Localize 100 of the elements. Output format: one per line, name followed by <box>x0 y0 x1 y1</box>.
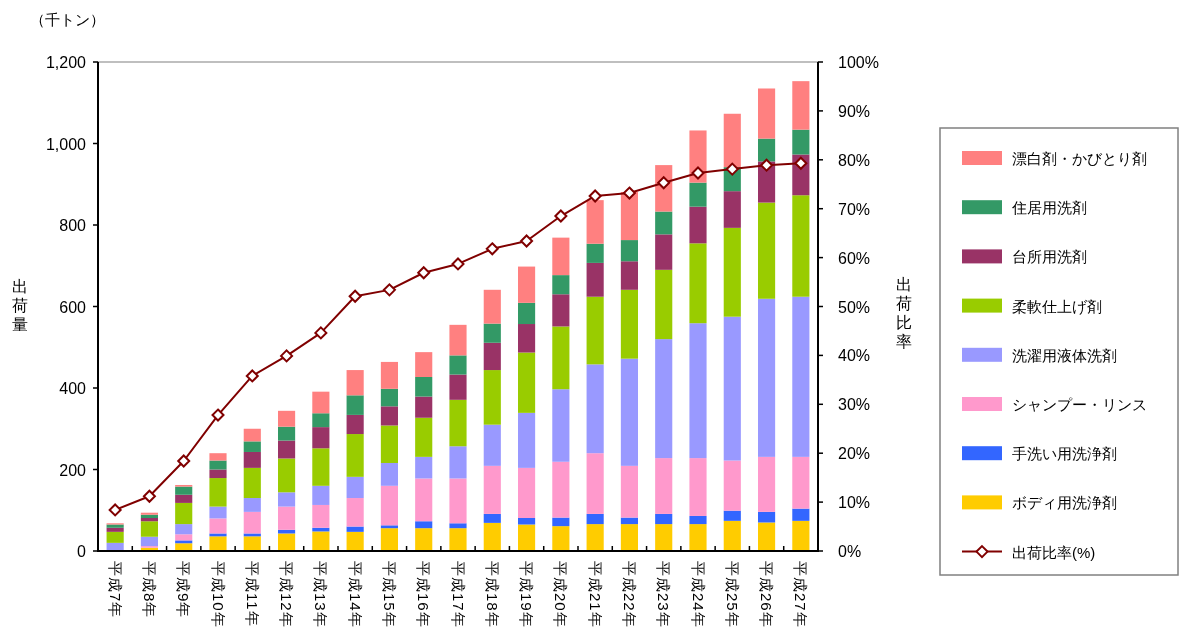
point <box>554 209 568 223</box>
x-tick-label: 平成18年 <box>483 561 501 628</box>
bar <box>312 427 330 449</box>
bar <box>552 275 570 295</box>
point <box>177 454 191 468</box>
bar <box>312 531 330 551</box>
bar <box>175 494 193 503</box>
bar <box>175 502 193 525</box>
point <box>108 503 122 517</box>
bar <box>792 296 810 457</box>
bar <box>140 517 158 522</box>
bar <box>723 510 741 521</box>
y2-axis-title: 出荷比率 <box>896 275 912 350</box>
text: （千トン） <box>30 11 105 28</box>
bar <box>689 182 707 207</box>
bar <box>449 446 467 479</box>
point <box>245 369 259 383</box>
bar <box>723 316 741 461</box>
bar <box>655 211 673 235</box>
bar <box>758 511 776 523</box>
legend-label: シャンプー・リンス <box>1012 396 1147 413</box>
bar <box>346 414 364 435</box>
bar <box>243 428 261 442</box>
point <box>382 283 396 297</box>
y-tick-label: 400 <box>59 380 87 397</box>
x-tick-label: 平成17年 <box>449 561 467 628</box>
y-tick-label: 0 <box>77 543 87 560</box>
bar <box>689 243 707 324</box>
bar <box>483 323 501 343</box>
bar <box>655 234 673 270</box>
bar <box>209 460 227 470</box>
bar <box>380 406 398 426</box>
bar <box>380 462 398 486</box>
y-tick-label: 1,200 <box>45 54 87 71</box>
legend-label: 柔軟仕上げ剤 <box>1012 297 1102 315</box>
bar <box>380 425 398 463</box>
bar <box>278 533 296 551</box>
bar <box>518 352 536 413</box>
bar <box>586 243 604 263</box>
bar <box>552 526 570 551</box>
point <box>280 349 294 363</box>
bar <box>552 326 570 390</box>
bar <box>312 391 330 414</box>
bar <box>278 410 296 427</box>
bar <box>312 413 330 428</box>
bar <box>758 138 776 162</box>
x-tick-label: 平成7年 <box>106 561 124 619</box>
bar <box>175 486 193 495</box>
bar <box>792 129 810 155</box>
bar <box>655 524 673 551</box>
y2-tick-label: 0% <box>838 543 862 560</box>
x-tick-label: 平成27年 <box>792 561 810 628</box>
bar <box>655 269 673 340</box>
y2-tick-label: 50% <box>838 298 871 316</box>
bar <box>449 523 467 529</box>
bar <box>758 202 776 299</box>
bar <box>346 526 364 532</box>
bar <box>586 262 604 297</box>
bar <box>758 88 776 139</box>
bar <box>792 520 810 551</box>
bar <box>620 191 638 241</box>
bar <box>586 200 604 244</box>
legend-label: ボディ用洗浄剤 <box>1012 494 1117 512</box>
bar <box>346 395 364 415</box>
bar <box>552 389 570 462</box>
point <box>725 162 739 176</box>
y2-tick-label: 80% <box>838 151 871 169</box>
legend-label: 住居用洗剤 <box>1011 199 1087 217</box>
bar <box>655 458 673 514</box>
bar <box>483 465 501 514</box>
bar <box>449 324 467 356</box>
y-tick-label: 1,000 <box>45 135 87 153</box>
bar <box>586 513 604 525</box>
point <box>348 289 362 303</box>
x-tick-label: 平成19年 <box>518 561 536 628</box>
bar <box>278 492 296 507</box>
bar <box>723 460 741 511</box>
bar <box>758 456 776 512</box>
bar <box>209 469 227 479</box>
bar <box>792 456 810 509</box>
bar <box>243 533 261 537</box>
bar <box>209 453 227 461</box>
bar <box>209 518 227 534</box>
bar <box>483 289 501 324</box>
bar <box>243 441 261 452</box>
bar <box>689 458 707 516</box>
legend-label: 台所用洗剤 <box>1012 248 1087 266</box>
bar <box>689 524 707 551</box>
y2-tick-label: 20% <box>838 445 871 463</box>
bar <box>415 528 433 551</box>
y2-tick-label: 30% <box>838 396 871 414</box>
y2-tick-label: 10% <box>838 494 871 512</box>
point <box>691 166 705 180</box>
bar <box>209 533 227 537</box>
bar <box>518 412 536 468</box>
y2-tick-label: 60% <box>838 249 871 267</box>
bar <box>346 434 364 477</box>
x-tick-label: 平成15年 <box>380 561 398 628</box>
bar <box>689 206 707 244</box>
bar <box>689 515 707 525</box>
